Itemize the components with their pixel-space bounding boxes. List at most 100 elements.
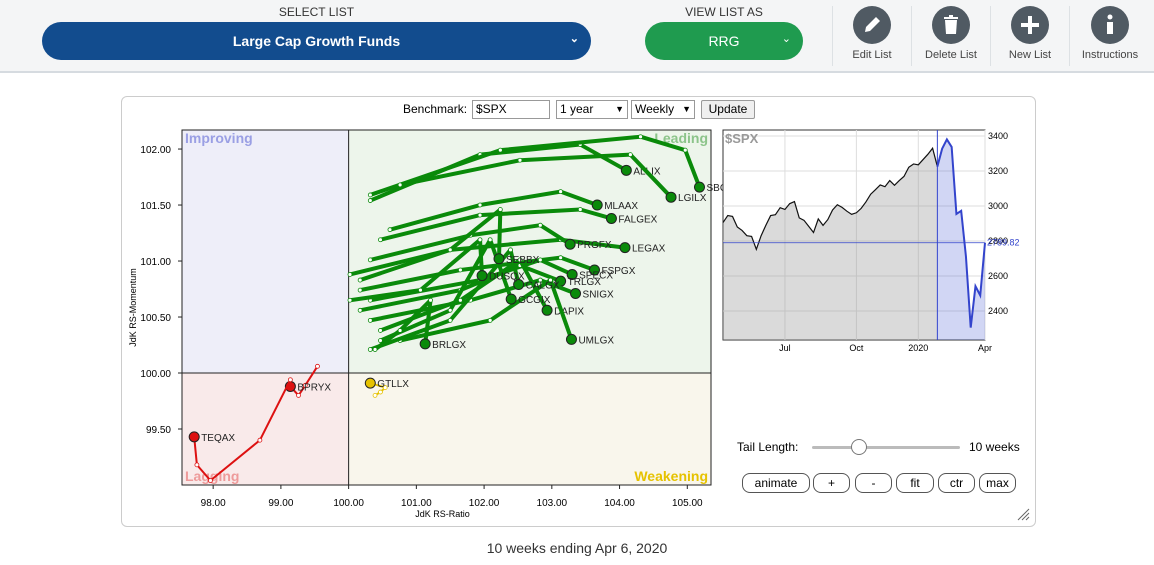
y-tick-label: 3200 <box>988 166 1008 176</box>
series-label: GCGIX <box>518 295 551 306</box>
series-label: SEBBX <box>506 255 540 266</box>
list-dropdown[interactable]: Large Cap Growth Funds ⌄ <box>42 22 591 60</box>
head-point <box>591 199 603 211</box>
tail <box>368 223 573 262</box>
separator <box>1069 6 1070 66</box>
head-point <box>476 270 488 282</box>
quadrant-label: Lagging <box>185 468 239 484</box>
tail-point <box>487 237 493 243</box>
caret: ⌄ <box>781 33 791 45</box>
separator <box>990 6 991 66</box>
period-select[interactable]: 1 year ▼ <box>556 100 628 119</box>
tail-point <box>447 247 453 253</box>
tail <box>387 189 600 232</box>
control-button[interactable]: fit <box>896 473 934 493</box>
tail-point <box>367 317 373 323</box>
series-label: BRLGX <box>432 340 466 351</box>
edit-icon[interactable] <box>853 6 891 44</box>
delete-icon[interactable] <box>932 6 970 44</box>
control-button[interactable]: max <box>979 473 1016 493</box>
button-label[interactable]: New List <box>1008 49 1052 61</box>
y-tick-label: 3000 <box>988 201 1008 211</box>
tail-point <box>378 328 383 333</box>
slider-thumb[interactable] <box>850 439 867 455</box>
tail <box>347 237 627 277</box>
head-point <box>564 238 576 250</box>
tail-point <box>428 297 433 303</box>
series-label: TEQAX <box>201 433 235 444</box>
quadrant <box>182 130 349 374</box>
series-label: MLAAX <box>604 201 638 212</box>
tail-point <box>508 247 513 253</box>
button-label[interactable]: Edit List <box>852 49 892 61</box>
series-label: SPECX <box>579 270 613 281</box>
head-point <box>605 212 617 224</box>
series-label: LEGAX <box>632 244 666 255</box>
tail-point <box>447 307 453 313</box>
info-icon[interactable] <box>1091 6 1129 44</box>
head-point <box>505 293 517 305</box>
period: 1 year <box>560 102 594 116</box>
view-dropdown[interactable]: RRG ⌄ <box>645 22 803 60</box>
new-icon[interactable] <box>1011 6 1049 44</box>
x-tick-label: Apr <box>978 343 992 353</box>
tail-area <box>937 139 985 340</box>
x-axis-title: JdK RS-Ratio <box>415 509 470 519</box>
x-tick-label: 98.00 <box>201 498 226 509</box>
series-label: TRLGX <box>568 277 602 288</box>
control-button[interactable]: ctr <box>938 473 975 493</box>
tail <box>378 207 614 242</box>
tail-point <box>477 237 483 243</box>
tail-point <box>477 202 483 208</box>
x-tick-label: 104.00 <box>604 498 635 509</box>
tail-length-text: 10 weeks <box>969 440 1020 454</box>
tail-point <box>257 437 263 443</box>
plot-frame <box>181 129 712 486</box>
tail <box>398 278 574 343</box>
update-button[interactable]: Update <box>701 100 755 119</box>
tail-point <box>378 237 383 243</box>
benchmark-input[interactable]: $SPX <box>472 100 550 119</box>
head-point <box>693 181 705 193</box>
resize-handle <box>1017 508 1030 521</box>
tail-point <box>627 152 633 158</box>
tail <box>369 382 387 397</box>
tail-length-label: Tail Length: <box>737 440 799 454</box>
quadrant-label: Weakening <box>634 468 708 484</box>
tail <box>378 237 514 343</box>
y-tick-label: 102.00 <box>140 145 171 156</box>
tail-point <box>537 257 543 263</box>
head-point <box>566 268 578 280</box>
tail-point <box>537 277 543 283</box>
tail-point <box>682 147 688 153</box>
tail <box>358 207 503 283</box>
series-label: FALGEX <box>618 214 657 225</box>
y-tick-label: 99.50 <box>146 425 171 436</box>
control-button[interactable]: - <box>855 473 892 493</box>
y-tick-label: 2800 <box>988 236 1008 246</box>
button-label[interactable]: Delete List <box>925 49 977 61</box>
slider-track[interactable] <box>812 446 960 449</box>
separator <box>911 6 912 66</box>
chart-title: $SPX <box>725 131 759 146</box>
tail <box>373 298 433 352</box>
series-label: BPRYX <box>297 382 331 393</box>
control-button[interactable]: + <box>813 473 850 493</box>
series-label: UMLGX <box>578 335 614 346</box>
tail-point <box>397 182 403 188</box>
button-label[interactable]: Instructions <box>1081 49 1139 61</box>
frequency-select[interactable]: Weekly ▼ <box>631 100 695 119</box>
tail-point <box>357 277 363 283</box>
x-tick-label: Oct <box>849 343 864 353</box>
tail-point <box>457 297 463 303</box>
footer: 10 weeks ending Apr 6, 2020 <box>486 540 668 556</box>
y-tick-label: 100.50 <box>140 313 171 324</box>
head-point <box>493 253 505 265</box>
tail-point <box>208 478 213 483</box>
y-tick-label: 101.50 <box>140 201 171 212</box>
series-label: LGILX <box>678 193 707 204</box>
control-button[interactable]: animate <box>742 473 810 493</box>
head-point <box>541 304 553 316</box>
tail-point <box>367 198 373 203</box>
